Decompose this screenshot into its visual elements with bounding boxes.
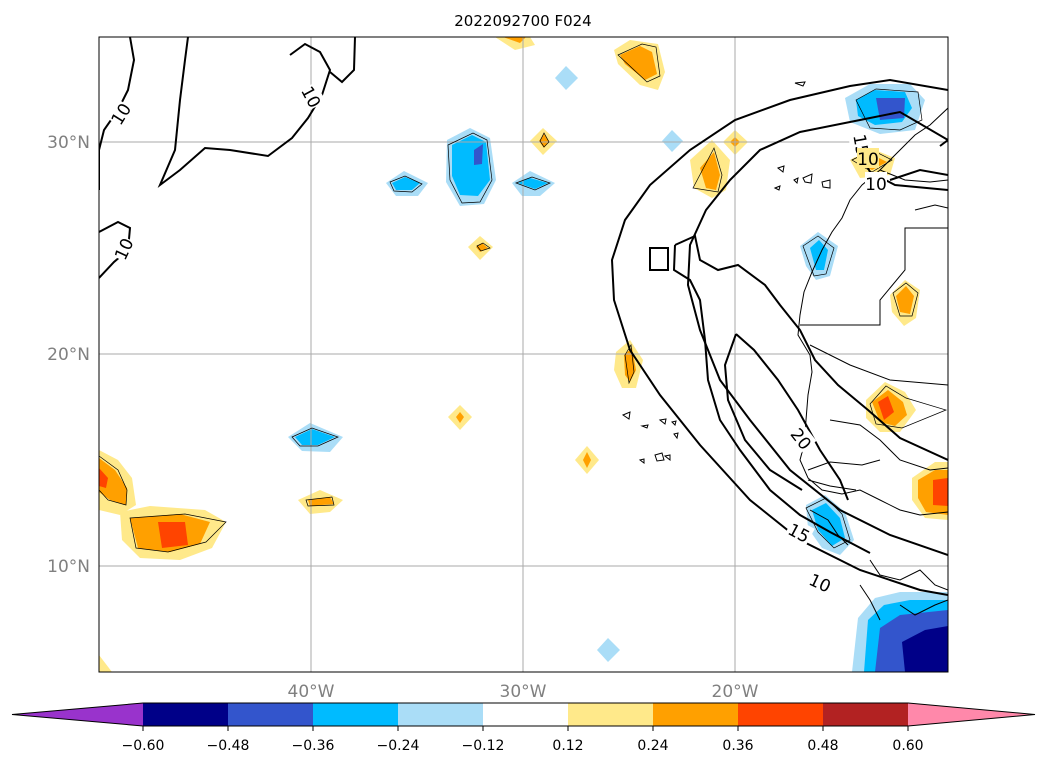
colorbar-tick-label: −0.36 xyxy=(292,738,335,754)
colorbar-tick-label: −0.24 xyxy=(377,738,420,754)
negative-anomaly-patch xyxy=(662,130,683,152)
lon-label-20w: 20°W xyxy=(712,682,759,702)
colorbar-extend-high xyxy=(908,703,1035,726)
lon-label-30w: 30°W xyxy=(500,682,547,702)
negative-anomaly-patch xyxy=(597,638,620,662)
colorbar-tick-label: −0.60 xyxy=(122,738,165,754)
colorbar-segment xyxy=(738,703,823,726)
lat-label-30n: 30°N xyxy=(47,133,90,153)
lon-label-40w: 40°W xyxy=(288,682,335,702)
map-frame xyxy=(98,36,949,673)
patch-outlines xyxy=(99,43,948,553)
colorbar-segment xyxy=(143,703,228,726)
lat-label-20n: 20°N xyxy=(47,345,90,365)
graticule xyxy=(99,37,948,672)
colorbar-segment xyxy=(483,703,568,726)
colorbar-tick-label: 0.24 xyxy=(637,738,668,754)
map-panel: 10 10 10 10 15 10 20 15 10 xyxy=(98,36,949,673)
positive-anomaly-patch xyxy=(99,655,112,672)
colorbar-tick-label: 0.48 xyxy=(807,738,838,754)
lat-labels: 30°N 20°N 10°N xyxy=(47,133,90,577)
lat-label-10n: 10°N xyxy=(47,557,90,577)
negative-anomaly-patch xyxy=(555,66,578,90)
colorbar: −0.60 −0.48 −0.36 −0.24 −0.12 0.12 0.24 0.36 0.4… xyxy=(11,702,1036,754)
colorbar-segment xyxy=(398,703,483,726)
colorbar-tick-label: 0.12 xyxy=(552,738,583,754)
colorbar-segment xyxy=(653,703,738,726)
colorbar-segment xyxy=(228,703,313,726)
colorbar-segment xyxy=(568,703,653,726)
colorbar-tick-label: 0.60 xyxy=(892,738,923,754)
positive-anomaly-patch xyxy=(495,37,535,50)
contour-label: 10 xyxy=(865,175,887,195)
colorbar-segment xyxy=(823,703,908,726)
map-title: 2022092700 F024 xyxy=(454,12,591,30)
colorbar-tick-label: −0.48 xyxy=(207,738,250,754)
colorbar-extend-low xyxy=(12,703,143,726)
lon-labels: 40°W 30°W 20°W xyxy=(288,682,759,702)
colorbar-segment xyxy=(313,703,398,726)
colorbar-tick-label: 0.36 xyxy=(722,738,753,754)
colorbar-tick-label: −0.12 xyxy=(462,738,505,754)
contour-label: 10 xyxy=(857,150,879,170)
